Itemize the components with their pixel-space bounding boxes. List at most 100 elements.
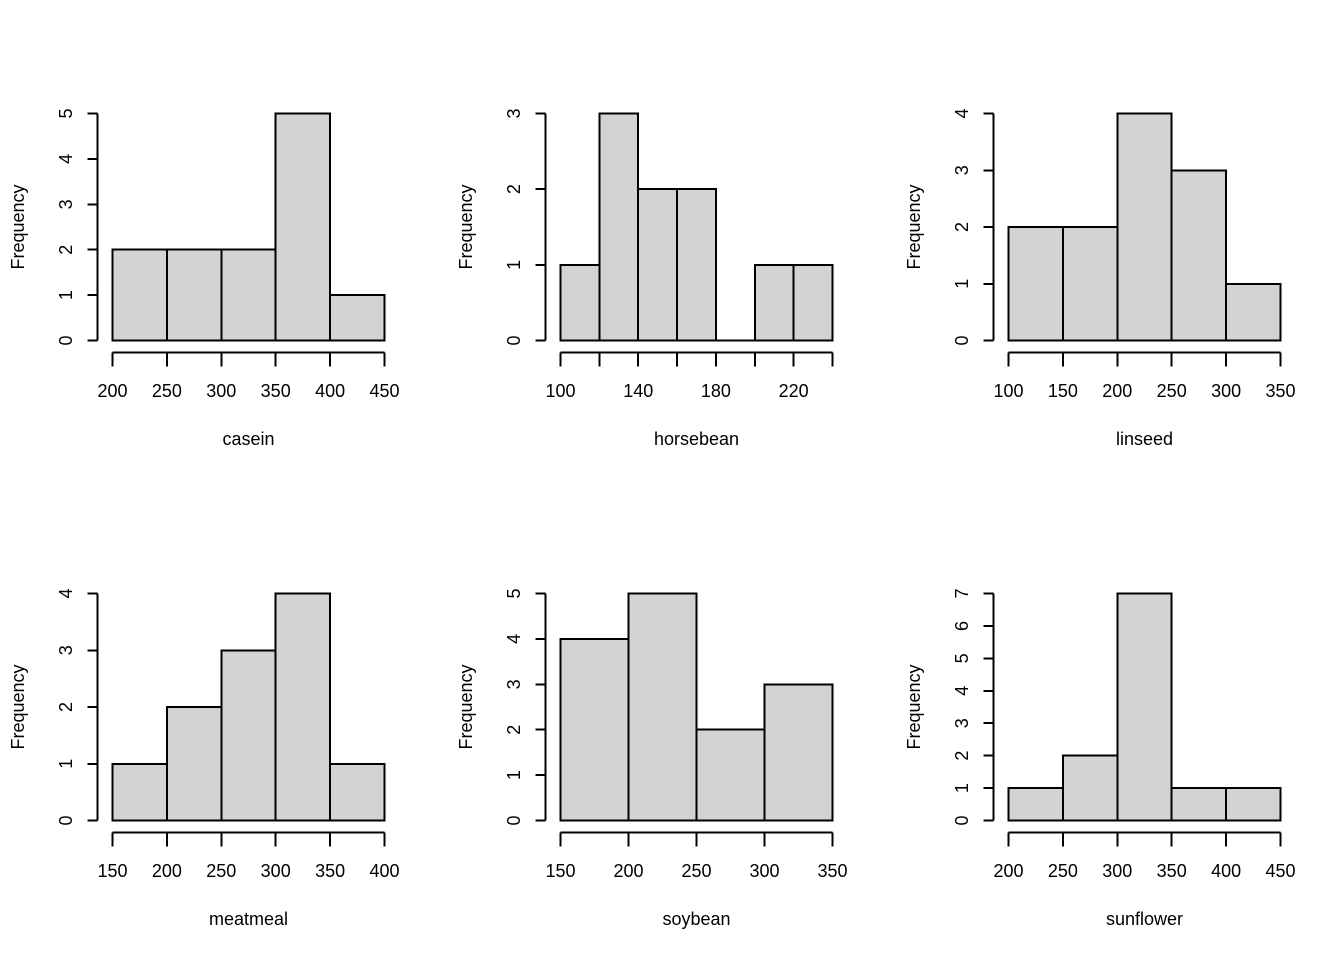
histogram-chart-1: 0 1 2 3 4 5 Frequency 200 250 300 350 400 450 casein	[8, 108, 400, 449]
histogram-bar	[1061, 754, 1119, 822]
y-tick-label: 6	[952, 621, 972, 631]
x-tick-label: 350	[315, 861, 345, 881]
x-tick-label: 180	[701, 381, 731, 401]
histogram-bar	[676, 188, 717, 342]
x-tick-label: 200	[1102, 381, 1132, 401]
x-tick-label: 220	[779, 381, 809, 401]
histogram-bar	[274, 592, 332, 822]
y-tick-label: 7	[952, 588, 972, 598]
y-tick-label: 0	[56, 815, 76, 825]
x-tick-label: 150	[545, 861, 575, 881]
x-tick-label: 200	[97, 381, 127, 401]
y-tick-label: 4	[56, 154, 76, 164]
y-tick-label: 1	[504, 770, 524, 780]
y-tick-label: 2	[56, 245, 76, 255]
histogram-bar	[111, 762, 168, 822]
y-tick-label: 3	[56, 199, 76, 209]
y-axis-title: Frequency	[456, 184, 476, 269]
x-tick-label: 300	[206, 381, 236, 401]
histogram-panel-3: 0 1 2 3 4 Frequency 100 150 200 250 300 350 linseed	[896, 0, 1344, 480]
y-tick-label: 5	[504, 588, 524, 598]
y-tick-label: 3	[504, 679, 524, 689]
x-axis-title: meatmeal	[209, 909, 288, 929]
histogram-chart-6: 0 1 2 3 4 5 6 7 Frequency 200 250 300 350 400 450 sunfl…	[904, 588, 1296, 929]
x-tick-label: 200	[152, 861, 182, 881]
y-tick-label: 2	[56, 702, 76, 712]
x-axis-title: casein	[222, 429, 274, 449]
histogram-chart-3: 0 1 2 3 4 Frequency 100 150 200 250 300 350 linseed	[904, 108, 1296, 449]
histogram-bar	[627, 592, 698, 822]
y-tick-label: 3	[952, 718, 972, 728]
y-tick-label: 4	[952, 686, 972, 696]
x-tick-label: 400	[315, 381, 345, 401]
y-tick-label: 2	[952, 222, 972, 232]
x-tick-label: 300	[1211, 381, 1241, 401]
y-axis-title: Frequency	[8, 664, 28, 749]
y-axis-title: Frequency	[904, 184, 924, 269]
histogram-bar	[1225, 787, 1282, 822]
y-tick-label: 2	[952, 751, 972, 761]
y-axis-title: Frequency	[904, 664, 924, 749]
histogram-bar	[274, 112, 332, 342]
histogram-bar	[1007, 787, 1064, 822]
y-tick-label: 4	[56, 588, 76, 598]
histogram-panel-5: 0 1 2 3 4 5 Frequency 150 200 250 300 350 soybean	[448, 480, 896, 960]
y-tick-label: 4	[504, 634, 524, 644]
x-axis-title: horsebean	[654, 429, 739, 449]
x-tick-label: 100	[545, 381, 575, 401]
x-tick-label: 150	[97, 861, 127, 881]
histogram-bar	[598, 112, 640, 342]
x-tick-label: 350	[1157, 861, 1187, 881]
y-tick-label: 1	[952, 279, 972, 289]
y-tick-label: 3	[504, 108, 524, 118]
x-tick-label: 100	[993, 381, 1023, 401]
x-tick-label: 300	[749, 861, 779, 881]
y-tick-label: 0	[504, 815, 524, 825]
y-tick-label: 0	[504, 335, 524, 345]
y-tick-label: 3	[56, 645, 76, 655]
histogram-bar	[1170, 169, 1228, 342]
histogram-bar	[753, 263, 795, 342]
histogram-bar	[1170, 787, 1228, 822]
histogram-bar	[329, 294, 386, 342]
histogram-bar	[559, 637, 630, 822]
histogram-bar	[695, 728, 766, 822]
y-tick-label: 2	[504, 725, 524, 735]
y-tick-label: 5	[56, 108, 76, 118]
y-axis-title: Frequency	[8, 184, 28, 269]
x-tick-label: 350	[1265, 381, 1295, 401]
x-tick-label: 250	[1048, 861, 1078, 881]
y-tick-label: 2	[504, 184, 524, 194]
histogram-bar	[220, 649, 277, 822]
histogram-bar	[165, 248, 223, 342]
y-tick-label: 5	[952, 653, 972, 663]
histogram-panel-6: 0 1 2 3 4 5 6 7 Frequency 200 250 300 350 400 450 sunfl…	[896, 480, 1344, 960]
y-tick-label: 4	[952, 108, 972, 118]
histogram-panel-4: 0 1 2 3 4 Frequency 150 200 250 300 350 400 meatmeal	[0, 480, 448, 960]
y-tick-label: 3	[952, 165, 972, 175]
x-tick-label: 450	[369, 381, 399, 401]
y-tick-label: 0	[56, 335, 76, 345]
histogram-bar	[111, 248, 168, 342]
histogram-bar	[792, 263, 834, 342]
x-tick-label: 140	[623, 381, 653, 401]
x-tick-label: 150	[1048, 381, 1078, 401]
histogram-chart-5: 0 1 2 3 4 5 Frequency 150 200 250 300 350 soybean	[456, 588, 848, 929]
histogram-bar	[1007, 226, 1064, 342]
histogram-bar	[165, 706, 223, 822]
y-tick-label: 1	[56, 290, 76, 300]
histogram-bar	[763, 683, 834, 822]
y-tick-label: 1	[56, 759, 76, 769]
x-tick-label: 300	[1102, 861, 1132, 881]
histogram-bar	[1225, 282, 1282, 342]
x-tick-label: 250	[152, 381, 182, 401]
y-tick-label: 0	[952, 815, 972, 825]
x-axis-title: soybean	[662, 909, 730, 929]
x-tick-label: 250	[206, 861, 236, 881]
x-axis-title: linseed	[1116, 429, 1173, 449]
x-tick-label: 200	[613, 861, 643, 881]
histogram-bar	[1116, 112, 1173, 342]
y-axis-title: Frequency	[456, 664, 476, 749]
x-tick-label: 300	[261, 861, 291, 881]
